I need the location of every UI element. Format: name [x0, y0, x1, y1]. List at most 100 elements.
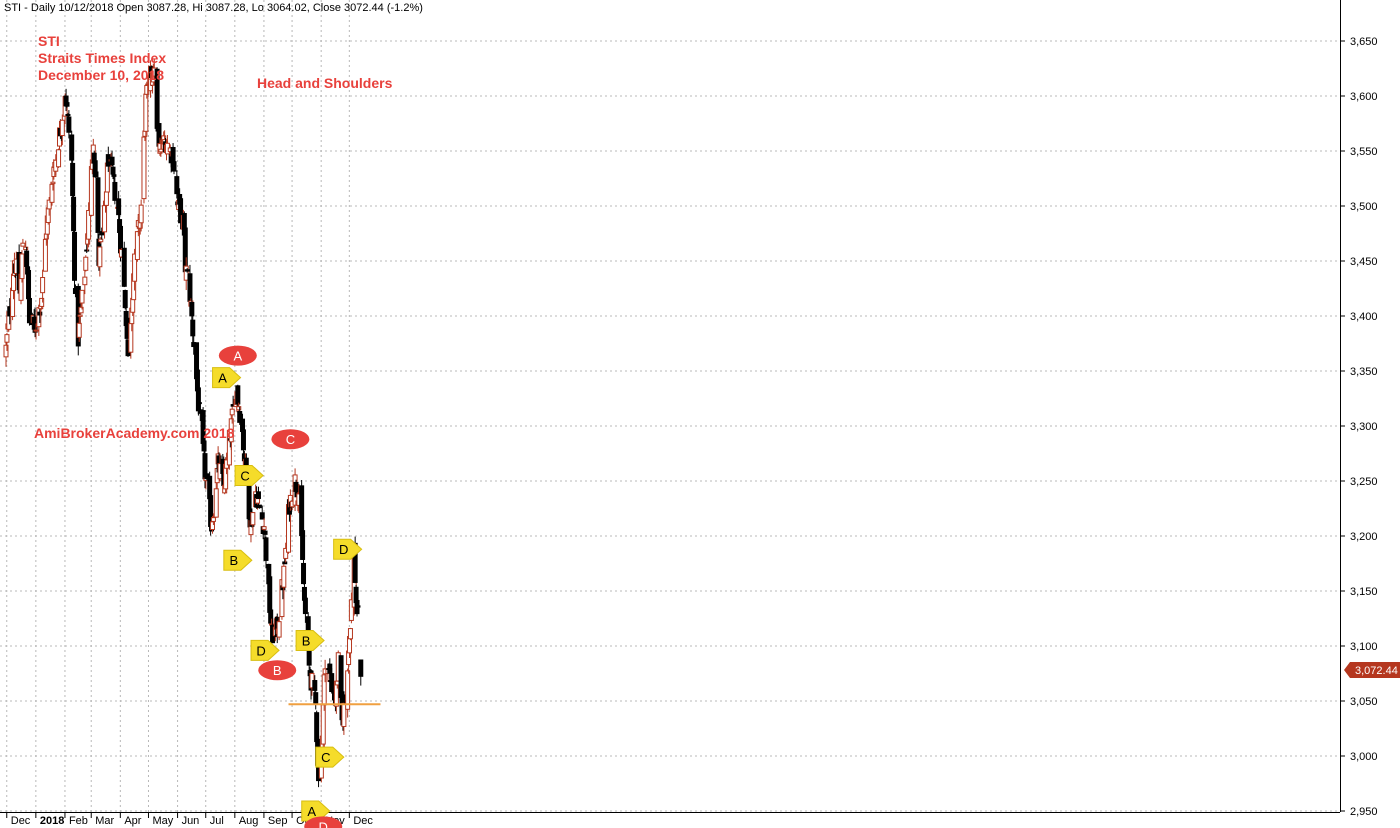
xtick-label: Dec — [11, 815, 31, 827]
candle — [49, 181, 55, 206]
candle-body-down — [171, 161, 177, 172]
candle-body-up — [59, 119, 65, 137]
candle — [190, 310, 196, 343]
candle — [134, 231, 140, 262]
candle-body-up — [46, 199, 52, 210]
pattern-marker-b: B — [295, 630, 325, 651]
candle-body-up — [141, 136, 147, 200]
candle-body-up — [130, 297, 136, 313]
candle-body-up — [76, 322, 82, 338]
price-axis-labels: 2,950 3,000 3,050 3,100 3,150 3,200 3,250 3,300… — [1340, 36, 1378, 818]
marker-badge-red — [258, 660, 297, 681]
candle-body-down — [65, 113, 71, 116]
candle-body-up — [49, 183, 55, 203]
candle — [300, 522, 306, 560]
candle-body-up — [3, 344, 9, 358]
candle — [82, 269, 88, 295]
xtick-label: Apr — [124, 815, 141, 827]
candle-body-up — [236, 406, 242, 411]
marker-label: B — [273, 663, 282, 678]
candle-body-up — [42, 238, 48, 272]
candle-body-down — [256, 504, 262, 509]
marker-label: B — [302, 634, 311, 649]
ytick-label: 3,550 — [1350, 146, 1378, 158]
pattern-marker-b: B — [223, 549, 253, 571]
candle-body-up — [20, 242, 26, 247]
xtick-label: 2018 — [40, 815, 64, 827]
candle-body-down — [302, 597, 308, 615]
ytick-label: 3,300 — [1350, 421, 1378, 433]
candle — [358, 659, 364, 686]
candle-body-up — [50, 181, 56, 185]
candles — [3, 58, 364, 788]
pattern-marker-a: A — [212, 367, 242, 389]
ytick-label: 3,050 — [1350, 696, 1378, 708]
candle-body-down — [235, 385, 241, 405]
candle-body-down — [122, 290, 128, 309]
candle — [355, 596, 361, 612]
candle-body-up — [138, 204, 144, 224]
marker-badge-yellow — [234, 465, 264, 486]
candle-body-down — [329, 673, 335, 693]
candle-body-up — [143, 93, 149, 132]
candle-body-down — [355, 605, 361, 608]
candle-body-up — [213, 488, 219, 518]
candle — [20, 238, 26, 247]
pattern-marker-d: D — [250, 639, 280, 661]
candle-body-down — [240, 429, 246, 451]
candle — [213, 479, 219, 518]
candle-body-down — [26, 297, 32, 324]
candle — [171, 152, 177, 175]
candle-body-up — [229, 408, 235, 416]
candle-body-up — [276, 621, 282, 638]
candle-body-down — [116, 198, 122, 216]
ytick-label: 3,400 — [1350, 311, 1378, 323]
candle — [141, 133, 147, 204]
note-index-name: Straits Times Index — [38, 50, 166, 66]
candle — [196, 393, 202, 405]
pattern-marker-c: C — [234, 465, 264, 486]
candle-body-down — [178, 198, 184, 224]
xtick-label: Sep — [268, 815, 288, 827]
candle — [92, 155, 98, 178]
candle — [3, 338, 9, 367]
xtick-label: Jun — [182, 815, 200, 827]
candle-body-down — [110, 166, 116, 175]
marker-label: D — [339, 542, 348, 557]
candle-body-up — [98, 238, 104, 243]
candle-body-up — [103, 191, 109, 206]
pattern-marker-c: C — [315, 746, 345, 768]
candle — [109, 150, 115, 166]
candle-body-up — [255, 498, 261, 504]
candle — [229, 403, 235, 424]
pattern-marker-a: A — [301, 800, 331, 822]
marker-label: B — [229, 553, 238, 568]
candle — [78, 301, 84, 314]
candle — [79, 289, 85, 310]
note-symbol: STI — [38, 33, 60, 49]
candle-body-down — [70, 162, 76, 197]
candle-body-down — [95, 177, 101, 233]
candle — [347, 627, 353, 641]
pattern-marker-a: A — [218, 345, 257, 366]
candle — [121, 241, 127, 288]
candle — [37, 307, 43, 323]
candle-body-down — [301, 562, 307, 585]
candle — [76, 315, 82, 342]
candle-body-down — [237, 411, 243, 423]
xtick-label: Feb — [69, 815, 88, 827]
marker-badge-yellow — [212, 367, 242, 389]
candle-body-up — [347, 628, 353, 640]
candle — [178, 197, 184, 230]
candle — [19, 250, 25, 283]
candle — [263, 536, 269, 569]
candle-body-down — [262, 530, 268, 535]
candle-body-down — [99, 231, 105, 236]
candle — [237, 406, 243, 425]
candle — [122, 289, 128, 310]
marker-badge-red — [218, 345, 257, 366]
ytick-label: 3,600 — [1350, 91, 1378, 103]
candle-body-down — [121, 247, 127, 287]
ytick-label: 3,200 — [1350, 531, 1378, 543]
note-date: December 10, 2018 — [38, 67, 164, 83]
